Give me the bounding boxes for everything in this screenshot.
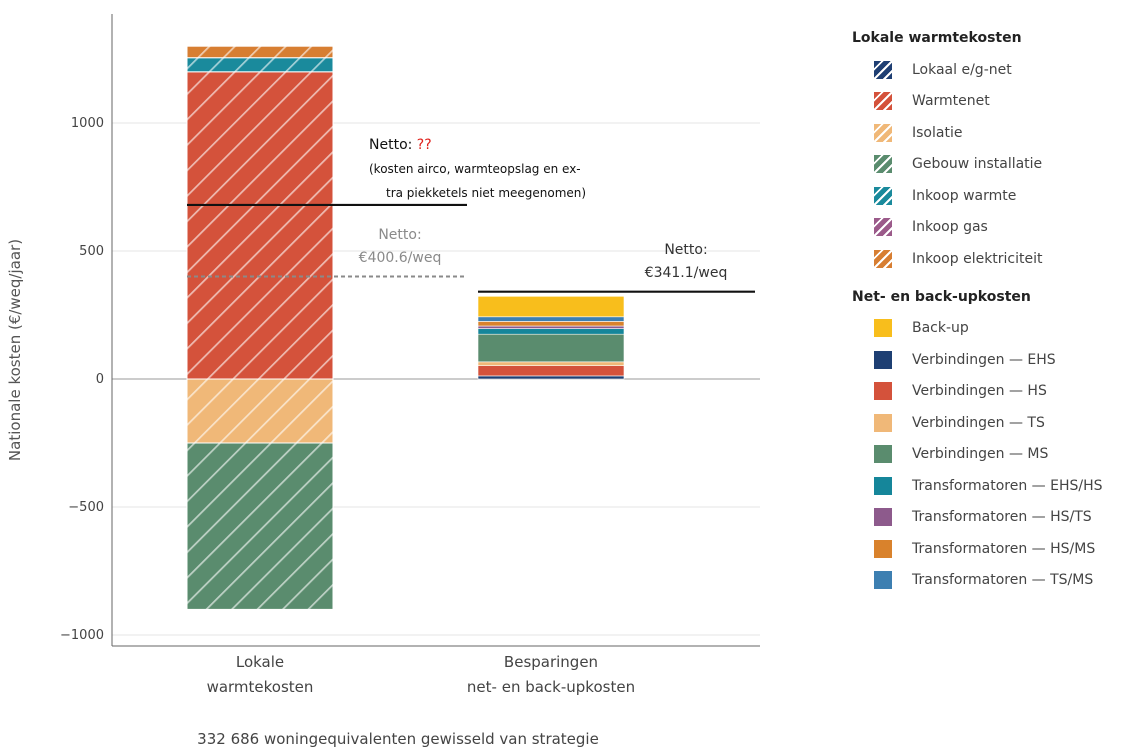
bar-segment bbox=[186, 57, 334, 73]
legend-label: Verbindingen — TS bbox=[912, 414, 1045, 431]
legend-item[interactable]: Transformatoren — HS/MS bbox=[852, 533, 1132, 565]
legend-swatch bbox=[874, 218, 892, 237]
legend-label: Inkoop warmte bbox=[912, 187, 1017, 204]
annotations: Netto: ?? (kosten airco, warmteopslag en … bbox=[359, 137, 728, 281]
legend-item[interactable]: Inkoop warmte bbox=[852, 180, 1132, 212]
bar-segment bbox=[477, 333, 625, 363]
legend-swatch bbox=[874, 350, 892, 369]
legend: Lokale warmtekosten Lokaal e/g-net Warmten… bbox=[852, 28, 1132, 608]
legend-swatch bbox=[874, 123, 892, 142]
legend-swatch bbox=[874, 571, 892, 590]
y-axis-title: Nationale kosten (€/weq/jaar) bbox=[6, 239, 24, 461]
x-category-label: Lokale bbox=[236, 653, 284, 671]
legend-swatch bbox=[874, 413, 892, 432]
y-tick-label: −1000 bbox=[60, 628, 104, 643]
legend-item[interactable]: Transformatoren — EHS/HS bbox=[852, 470, 1132, 502]
legend-item[interactable]: Transformatoren — TS/MS bbox=[852, 565, 1132, 597]
legend-label: Warmtenet bbox=[912, 93, 990, 110]
legend-swatch bbox=[874, 508, 892, 527]
bar-segment bbox=[477, 375, 625, 380]
y-tick-label: −500 bbox=[68, 500, 104, 515]
bar-segment bbox=[477, 328, 625, 335]
bar-segment bbox=[186, 45, 334, 59]
legend-item[interactable]: Verbindingen — MS bbox=[852, 439, 1132, 471]
legend-label: Transformatoren — EHS/HS bbox=[912, 477, 1103, 494]
legend-label: Back-up bbox=[912, 320, 969, 337]
legend-item[interactable]: Verbindingen — TS bbox=[852, 407, 1132, 439]
legend-group-title: Lokale warmtekosten bbox=[852, 30, 1022, 46]
legend-label: Transformatoren — HS/TS bbox=[912, 509, 1092, 526]
bar-segment bbox=[477, 296, 625, 318]
legend-label: Isolatie bbox=[912, 124, 963, 141]
legend-group-title: Net- en back-upkosten bbox=[852, 288, 1031, 305]
y-tick-label: 500 bbox=[79, 244, 104, 259]
x-category-label: net- en back-upkosten bbox=[467, 678, 635, 696]
bar-segment bbox=[477, 325, 625, 329]
netto-local-label: Netto: bbox=[378, 227, 421, 243]
legend-item[interactable]: Gebouw installatie bbox=[852, 149, 1132, 181]
bar-segment bbox=[186, 378, 334, 444]
legend-group: Lokale warmtekosten Lokaal e/g-net Warmten… bbox=[852, 28, 1132, 275]
legend-item[interactable]: Transformatoren — HS/TS bbox=[852, 502, 1132, 534]
bar-segment bbox=[186, 442, 334, 610]
axes: −1000 −500 0 500 1000 Nationale kosten (€/weq… bbox=[6, 14, 760, 748]
legend-label: Lokaal e/g-net bbox=[912, 61, 1012, 78]
x-category-label: Besparingen bbox=[504, 653, 598, 671]
legend-label: Inkoop gas bbox=[912, 219, 988, 236]
legend-item[interactable]: Back-up bbox=[852, 313, 1132, 345]
netto-unknown-label: Netto: ?? bbox=[369, 137, 432, 153]
legend-swatch bbox=[874, 319, 892, 338]
legend-swatch bbox=[874, 445, 892, 464]
netto-note-line: (kosten airco, warmteopslag en ex- bbox=[369, 162, 581, 176]
legend-swatch bbox=[874, 60, 892, 79]
bar-segment bbox=[477, 365, 625, 377]
legend-item[interactable]: Inkoop gas bbox=[852, 212, 1132, 244]
bar-segment bbox=[477, 321, 625, 327]
legend-label: Gebouw installatie bbox=[912, 156, 1043, 173]
netto-savings-label: Netto: bbox=[664, 242, 707, 258]
legend-label: Transformatoren — HS/MS bbox=[912, 540, 1096, 557]
legend-swatch bbox=[874, 476, 892, 495]
legend-label: Verbindingen — EHS bbox=[912, 351, 1056, 368]
legend-item[interactable]: Inkoop elektriciteit bbox=[852, 243, 1132, 275]
legend-swatch bbox=[874, 155, 892, 174]
legend-item[interactable]: Warmtenet bbox=[852, 86, 1132, 118]
bar-segment bbox=[477, 316, 625, 322]
netto-savings-value: €341.1/weq bbox=[645, 265, 728, 281]
x-category-label: warmtekosten bbox=[207, 678, 314, 696]
legend-swatch bbox=[874, 382, 892, 401]
legend-swatch bbox=[874, 186, 892, 205]
y-tick-label: 0 bbox=[96, 372, 104, 387]
footer-caption: 332 686 woningequivalenten gewisseld van… bbox=[197, 730, 599, 748]
bar-segment bbox=[186, 71, 334, 380]
netto-local-value: €400.6/weq bbox=[359, 250, 442, 266]
netto-note-line: tra piekketels niet meegenomen) bbox=[386, 186, 586, 200]
legend-label: Verbindingen — MS bbox=[912, 446, 1049, 463]
legend-label: Transformatoren — TS/MS bbox=[912, 572, 1094, 589]
bar-segment bbox=[477, 361, 625, 366]
legend-group: Net- en back-upkosten Back-up Verbindingen… bbox=[852, 287, 1132, 597]
legend-label: Inkoop elektriciteit bbox=[912, 250, 1043, 267]
legend-swatch bbox=[874, 249, 892, 268]
legend-swatch bbox=[874, 539, 892, 558]
net-lines bbox=[187, 203, 755, 293]
y-tick-label: 1000 bbox=[71, 116, 104, 131]
legend-item[interactable]: Verbindingen — EHS bbox=[852, 344, 1132, 376]
legend-label: Verbindingen — HS bbox=[912, 383, 1047, 400]
legend-swatch bbox=[874, 92, 892, 111]
legend-item[interactable]: Isolatie bbox=[852, 117, 1132, 149]
legend-item[interactable]: Lokaal e/g-net bbox=[852, 54, 1132, 86]
legend-item[interactable]: Verbindingen — HS bbox=[852, 376, 1132, 408]
bars bbox=[186, 45, 625, 610]
